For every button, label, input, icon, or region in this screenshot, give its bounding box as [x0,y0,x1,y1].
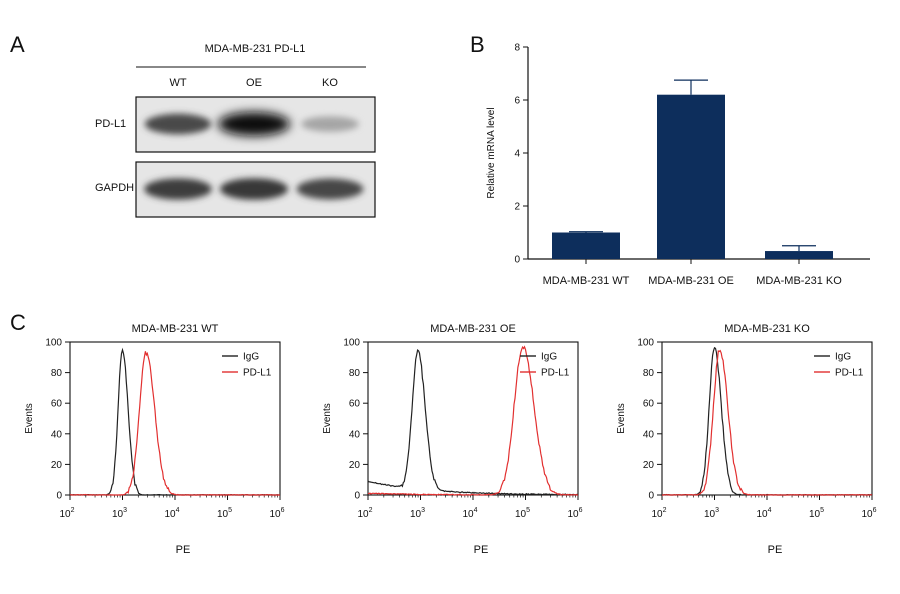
bar-wt [552,232,620,259]
flow-legend-label: PD-L1 [835,368,864,379]
flow-y-tick-label: 60 [51,399,63,410]
bar-ko [765,251,833,259]
flow-x-tick-label: 104 [164,507,179,520]
flow-plot-wt: MDA-MB-231 WT 0 20 40 60 80 100 Events 102 103 104… [24,323,285,556]
flow-plot-frame [367,341,579,496]
flow-plot-frame [661,341,873,496]
flow-line-igg [367,349,579,496]
flow-plot-title: MDA-MB-231 OE [430,323,516,335]
panel-label-b: B [470,32,485,57]
flow-y-tick-label: 20 [643,460,655,471]
flow-x-tick-label: 106 [567,507,582,520]
flow-legend-label: IgG [243,352,259,363]
flow-y-tick-label: 80 [51,368,63,379]
bar-y-axis-label: Relative mRNA level [486,107,497,198]
flow-x-tick-label: 106 [861,507,876,520]
blot-lane-wt: WT [169,77,186,89]
flow-x-tick-label: 103 [704,507,719,520]
blot-cell-line-title: MDA-MB-231 PD-L1 [205,43,306,55]
flow-y-tick-label: 100 [45,338,62,349]
flow-plot-oe: MDA-MB-231 OE 0 20 40 60 80 100 Events 102 103 104… [322,323,583,556]
flow-line-pdl1 [662,349,873,496]
band-pd-l1-ko [301,116,359,132]
flow-x-tick-label: 105 [217,507,232,520]
flow-line-pdl1 [367,345,578,496]
flow-y-axis-label: Events [616,403,627,434]
bar-chart-mrna: 0 2 4 6 8 Relative mRNA level MDA-MB-231 WT MDA… [486,43,870,287]
flow-y-tick-label: 20 [51,460,63,471]
blot-row-gapdh-label: GAPDH [95,182,134,194]
bar-category-label: MDA-MB-231 KO [756,275,842,287]
bar-y-tick-label: 8 [514,43,520,54]
bar-y-tick-label: 0 [514,255,520,266]
flow-legend-label: IgG [541,352,557,363]
flow-x-tick-label: 105 [809,507,824,520]
flow-y-tick-label: 100 [637,338,654,349]
flow-plot-frame [69,341,281,496]
flow-x-tick-label: 102 [59,507,74,520]
flow-y-tick-label: 40 [643,429,655,440]
bar-y-tick-label: 2 [514,202,520,213]
band-gapdh-oe [220,178,288,200]
flow-x-tick-label: 102 [651,507,666,520]
flow-y-tick-label: 0 [354,491,360,502]
band-gapdh-ko [296,178,364,200]
bar-y-tick-label: 4 [514,149,520,160]
flow-x-tick-label: 106 [269,507,284,520]
flow-legend-label: IgG [835,352,851,363]
flow-x-tick-label: 105 [515,507,530,520]
flow-plot-title: MDA-MB-231 KO [724,323,810,335]
blot-lane-ko: KO [322,77,338,89]
blot-row-pdl1-label: PD-L1 [95,118,126,130]
panel-label-c: C [10,310,26,335]
flow-x-tick-label: 103 [112,507,127,520]
flow-x-tick-label: 104 [462,507,477,520]
flow-y-tick-label: 0 [648,491,654,502]
flow-x-axis-label: PE [176,544,191,556]
panel-label-a: A [10,32,25,57]
flow-x-axis-label: PE [474,544,489,556]
flow-y-tick-label: 40 [349,429,361,440]
bar-category-label: MDA-MB-231 OE [648,275,734,287]
blot-lane-oe: OE [246,77,262,89]
bar-y-tick-label: 6 [514,96,520,107]
flow-plot-ko: MDA-MB-231 KO 0 20 40 60 80 100 Events 102 103 104… [616,323,877,556]
blot-bands-gapdh [144,178,364,200]
flow-y-tick-label: 0 [56,491,62,502]
flow-y-tick-label: 80 [643,368,655,379]
band-pd-l1-oe [218,112,290,136]
band-pd-l1-wt [144,113,212,135]
flow-y-axis-label: Events [322,403,333,434]
flow-y-tick-label: 100 [343,338,360,349]
flow-y-tick-label: 80 [349,368,361,379]
flow-y-tick-label: 60 [349,399,361,410]
flow-plot-title: MDA-MB-231 WT [132,323,219,335]
flow-y-tick-label: 20 [349,460,361,471]
flow-line-pdl1 [69,351,280,496]
flow-legend-label: PD-L1 [243,368,272,379]
flow-x-tick-label: 102 [357,507,372,520]
band-gapdh-wt [144,178,212,200]
flow-x-axis-label: PE [768,544,783,556]
flow-x-tick-label: 103 [410,507,425,520]
flow-y-axis-label: Events [24,403,35,434]
flow-y-tick-label: 60 [643,399,655,410]
blot-bands-pdl1 [144,112,359,136]
bar-category-label: MDA-MB-231 WT [543,275,630,287]
flow-legend-label: PD-L1 [541,368,570,379]
bar-oe [657,94,725,259]
flow-y-tick-label: 40 [51,429,63,440]
flow-x-tick-label: 104 [756,507,771,520]
